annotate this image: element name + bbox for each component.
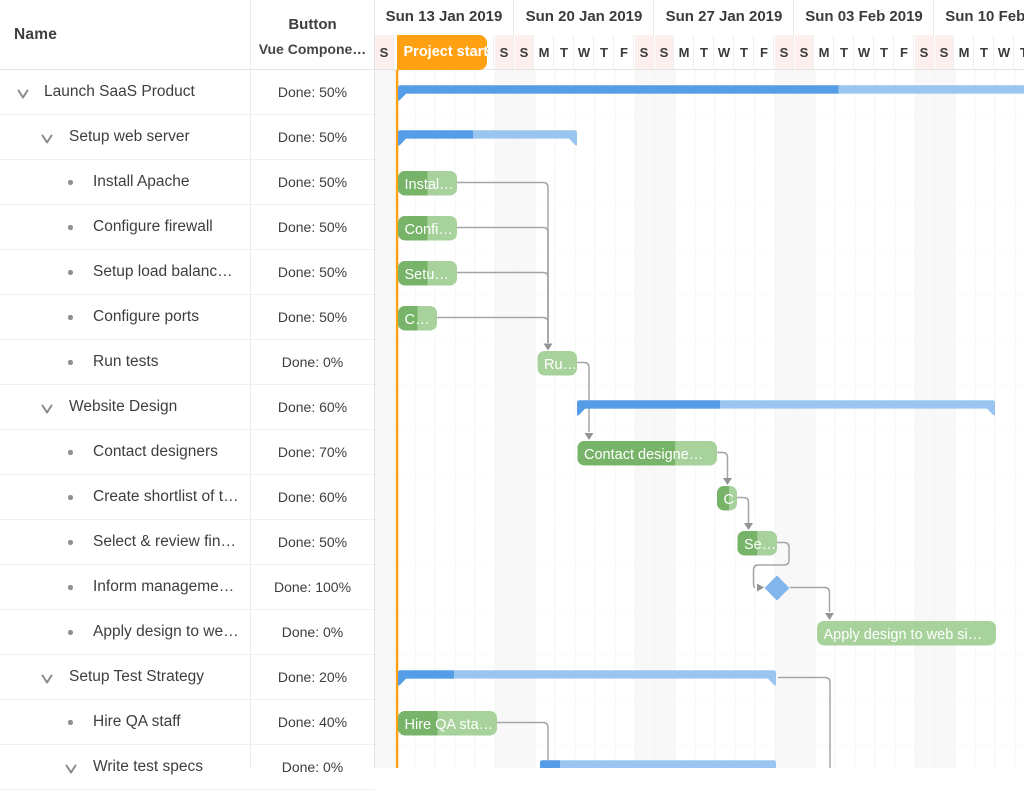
svg-text:C…: C… [405,312,430,328]
svg-text:C…: C… [724,492,749,508]
svg-text:Contact designe…: Contact designe… [584,447,703,463]
svg-text:Instal…: Instal… [405,177,454,193]
svg-text:Apply design to web si…: Apply design to web si… [824,627,983,643]
svg-text:Confi…: Confi… [405,222,453,238]
svg-text:Setu…: Setu… [405,267,449,283]
svg-text:Se…: Se… [744,537,776,553]
svg-text:Ru…: Ru… [544,357,577,373]
svg-text:Hire QA sta…: Hire QA sta… [405,717,494,733]
